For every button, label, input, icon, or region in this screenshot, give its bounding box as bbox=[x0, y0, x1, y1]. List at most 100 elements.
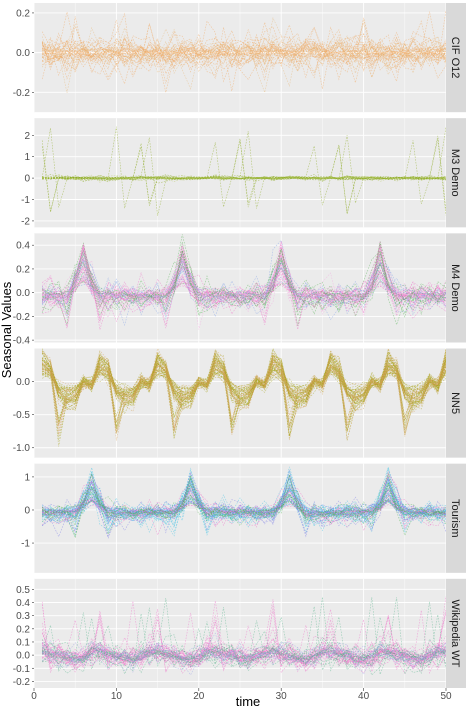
series-line bbox=[42, 34, 447, 74]
y-tick-label: -1.0 bbox=[13, 443, 31, 454]
series-line bbox=[41, 641, 447, 671]
facet-panel: -0.4 -0.2 0.0 0.2 0.4 M4 Demo bbox=[13, 233, 466, 347]
series-line bbox=[41, 27, 447, 74]
series-line bbox=[42, 246, 447, 330]
series-line bbox=[41, 240, 447, 313]
y-tick-label: 0.0 bbox=[16, 377, 30, 388]
series-line bbox=[41, 266, 447, 310]
series-line bbox=[42, 363, 447, 433]
y-tick-label: 0.2 bbox=[16, 8, 30, 19]
series-line bbox=[42, 646, 446, 669]
series-line bbox=[41, 348, 447, 414]
x-tick-label: 40 bbox=[358, 691, 370, 702]
facet-panel: -0.2 0.0 0.2 CIF O12 bbox=[13, 3, 466, 113]
series-line bbox=[42, 254, 447, 319]
facet-strip-label: CIF O12 bbox=[449, 37, 461, 79]
series-line bbox=[42, 174, 447, 184]
y-tick-label: -0.4 bbox=[13, 336, 31, 347]
series-line bbox=[42, 642, 447, 669]
y-tick-label: 0.0 bbox=[16, 48, 30, 59]
x-tick-label: 0 bbox=[31, 691, 37, 702]
y-tick-label: 0.3 bbox=[16, 611, 30, 622]
series-group bbox=[41, 126, 447, 216]
series-line bbox=[41, 261, 447, 307]
series-line bbox=[42, 646, 447, 666]
series-line bbox=[41, 632, 447, 676]
series-line bbox=[41, 641, 447, 667]
series-line bbox=[41, 26, 447, 90]
series-line bbox=[41, 639, 447, 669]
facet-strip bbox=[446, 3, 466, 113]
series-line bbox=[42, 174, 447, 181]
series-line bbox=[41, 255, 447, 315]
x-tick-label: 50 bbox=[440, 691, 452, 702]
series-line bbox=[41, 472, 447, 539]
y-axis-title: Seasonal Values bbox=[0, 281, 14, 378]
series-line bbox=[42, 34, 447, 71]
y-tick-label: 0 bbox=[24, 505, 30, 516]
y-tick-label: 0.0 bbox=[16, 651, 30, 662]
y-tick-label: -1 bbox=[21, 539, 30, 550]
series-line bbox=[41, 260, 447, 305]
series-group bbox=[41, 234, 447, 330]
facet-panel: -1 0 1 Tourism bbox=[21, 463, 466, 573]
series-line bbox=[41, 644, 447, 669]
series-line bbox=[42, 499, 447, 516]
y-tick-label: 2 bbox=[24, 131, 30, 142]
series-line bbox=[42, 364, 447, 391]
series-line bbox=[41, 40, 447, 65]
series-line bbox=[42, 474, 447, 527]
y-tick-label: -0.1 bbox=[13, 664, 31, 675]
facet-strip-label: NN5 bbox=[449, 392, 461, 414]
series-line bbox=[42, 19, 447, 94]
series-line bbox=[42, 362, 447, 397]
y-tick-label: 0.1 bbox=[16, 637, 30, 648]
series-line bbox=[41, 481, 447, 529]
series-line bbox=[41, 357, 447, 403]
series-line bbox=[41, 349, 447, 415]
series-line bbox=[42, 347, 447, 440]
series-line bbox=[42, 483, 447, 522]
series-line bbox=[42, 635, 447, 668]
y-tick-label: 0.2 bbox=[16, 624, 30, 635]
series-line bbox=[41, 597, 447, 675]
facet-panel: -2 -1 0 1 2 M3 Demo bbox=[21, 118, 466, 227]
series-line bbox=[42, 365, 447, 394]
series-line bbox=[42, 16, 447, 81]
facet-strip bbox=[446, 348, 466, 458]
facet-panel: -0.2 -0.1 0.0 0.1 0.2 0.3 0.4 0.5 Wikipedia WT bbox=[13, 578, 466, 688]
y-tick-label: 1 bbox=[24, 152, 30, 163]
series-line bbox=[42, 493, 447, 520]
y-tick-label: -0.5 bbox=[13, 410, 31, 421]
series-line bbox=[41, 351, 447, 412]
series-line bbox=[42, 242, 447, 326]
series-group bbox=[41, 596, 447, 676]
series-line bbox=[41, 475, 447, 527]
series-line bbox=[42, 249, 447, 313]
y-tick-label: 0.0 bbox=[16, 288, 30, 299]
series-line bbox=[42, 44, 447, 64]
series-line bbox=[42, 642, 447, 668]
x-axis-title: time bbox=[236, 694, 261, 709]
y-tick-label: -2 bbox=[21, 216, 30, 227]
y-tick-label: 0 bbox=[24, 174, 30, 185]
series-line bbox=[41, 127, 447, 216]
series-line bbox=[41, 245, 447, 315]
series-line bbox=[42, 486, 447, 524]
series-line bbox=[42, 174, 447, 182]
series-line bbox=[42, 641, 447, 673]
series-line bbox=[41, 483, 447, 526]
series-line bbox=[41, 601, 447, 673]
facet-strip-label: Tourism bbox=[449, 499, 461, 538]
y-tick-label: -1 bbox=[21, 195, 30, 206]
series-line bbox=[42, 175, 447, 181]
series-line bbox=[41, 11, 447, 93]
series-line bbox=[42, 474, 447, 538]
y-tick-label: -0.2 bbox=[13, 677, 31, 688]
x-axis: 0 10 20 30 40 50 bbox=[31, 688, 452, 702]
series-line bbox=[41, 34, 447, 73]
series-line bbox=[42, 41, 447, 73]
y-tick-label: 0.5 bbox=[16, 585, 30, 596]
series-line bbox=[42, 641, 447, 675]
